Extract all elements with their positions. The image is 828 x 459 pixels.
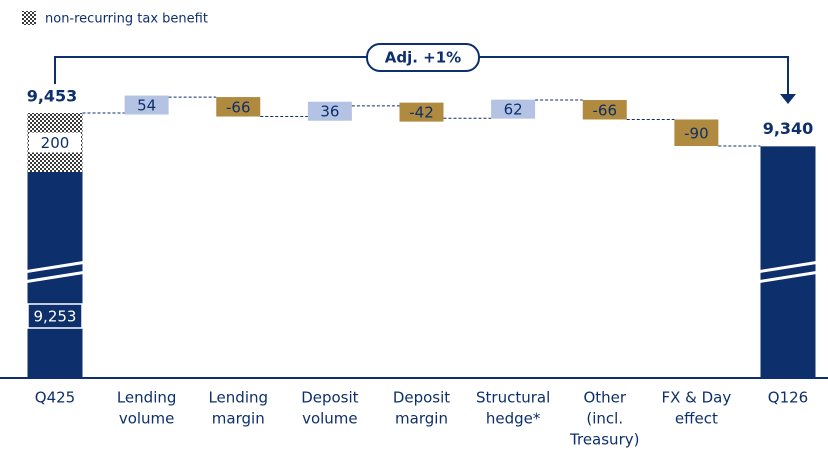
data-label: -66 [226, 98, 251, 116]
delta-bar [124, 95, 169, 115]
data-label: 9,253 [34, 308, 77, 326]
x-tick-label: Deposit [393, 389, 450, 407]
x-tick-label: Other [583, 389, 626, 407]
x-tick-label: volume [302, 410, 358, 428]
delta-bar [582, 100, 627, 120]
delta-bar [399, 102, 444, 122]
delta-bar [491, 99, 536, 119]
arrow-head [780, 94, 796, 104]
label-box [27, 303, 83, 329]
total-label: 9,453 [27, 87, 78, 106]
x-tick-label: hedge* [486, 410, 541, 428]
axis-break [23, 270, 87, 284]
delta-bar [216, 97, 261, 117]
data-label: -90 [684, 124, 709, 142]
x-tick-label: Deposit [301, 389, 358, 407]
axis-break [756, 260, 820, 274]
delta-bar [674, 119, 719, 147]
x-tick-label: effect [675, 410, 718, 428]
delta-bar [307, 101, 352, 121]
x-tick-label: Lending [208, 389, 268, 407]
x-tick-label: volume [119, 410, 175, 428]
x-tick-label: Q126 [768, 389, 808, 407]
x-tick-label: FX & Day [661, 389, 731, 407]
x-tick-label: Q425 [35, 389, 75, 407]
data-label: 36 [320, 103, 339, 121]
x-tick-label: Structural [476, 389, 550, 407]
data-label: 62 [504, 101, 523, 119]
data-label: 54 [137, 97, 156, 115]
label-box [29, 132, 81, 153]
annotation-box [366, 43, 480, 72]
x-tick-label: Treasury) [569, 431, 639, 449]
axis-break [756, 270, 820, 284]
bar-total [760, 146, 816, 378]
legend-swatch [22, 11, 36, 25]
legend-label: non-recurring tax benefit [45, 12, 208, 27]
x-tick-label: (incl. [586, 410, 623, 428]
axis-break [23, 260, 87, 274]
x-tick-label: margin [212, 410, 265, 428]
x-tick-label: Lending [117, 389, 177, 407]
annotation: Adj. +1% [385, 49, 461, 67]
x-tick-label: margin [395, 410, 448, 428]
total-label: 9,340 [763, 119, 814, 138]
data-label: -42 [409, 104, 434, 122]
data-label: 200 [41, 134, 70, 152]
data-label: -66 [593, 101, 618, 119]
